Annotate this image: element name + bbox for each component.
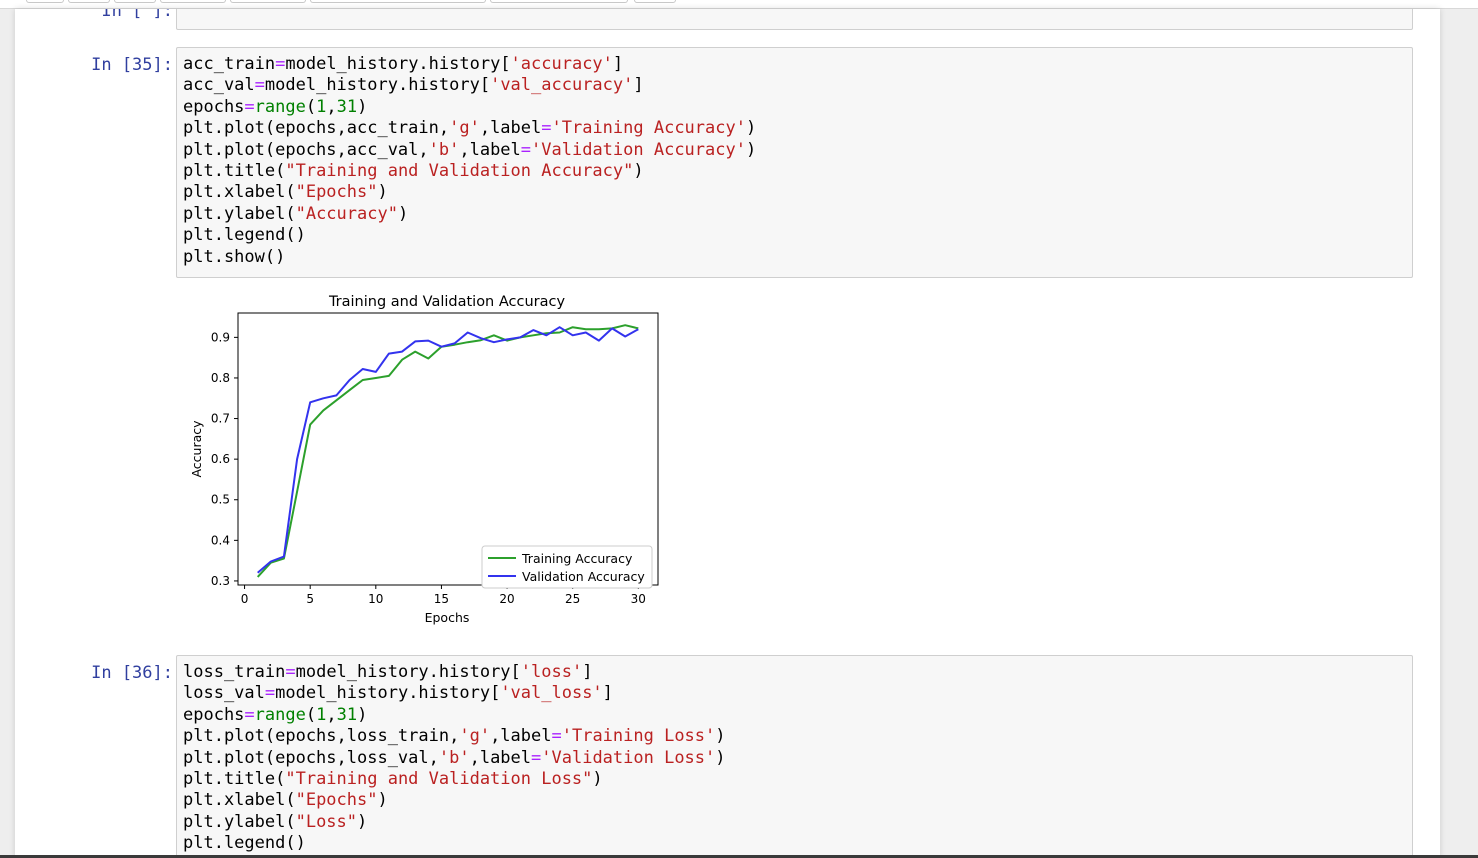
y-axis-label: Accuracy <box>189 420 204 478</box>
accuracy-chart: Training and Validation Accuracy 0 5 10 15 2… <box>189 294 659 625</box>
plot-area <box>237 312 659 586</box>
code-line: plt.show() <box>183 246 286 267</box>
series-lines <box>256 324 639 578</box>
window-bottom-edge <box>0 855 1478 858</box>
legend-box <box>481 545 653 589</box>
y-tick-label: 0.3 <box>211 574 230 588</box>
notebook-container: In [ ]: In [35]: acc_train=model_history… <box>15 9 1440 858</box>
x-tick-label: 15 <box>434 592 449 606</box>
toolbar-button[interactable] <box>26 0 64 3</box>
toolbar-button[interactable] <box>114 0 156 3</box>
cell-type-select[interactable] <box>490 0 628 3</box>
code-line: plt.plot(epochs,acc_val,'b',label='Valid… <box>183 139 757 160</box>
notebook-toolbar <box>0 0 1478 9</box>
code-line: plt.ylabel("Loss") <box>183 811 368 832</box>
y-tick-label: 0.7 <box>211 412 230 426</box>
code-line: plt.xlabel("Epochs") <box>183 182 388 203</box>
code-line: plt.legend() <box>183 833 306 854</box>
code-cell-35-input[interactable]: acc_train=model_history.history['accurac… <box>176 47 1413 278</box>
cell-prompt: In [ ]: <box>101 9 173 21</box>
y-tick-label: 0.4 <box>211 533 230 547</box>
code-cell-36-input[interactable]: loss_train=model_history.history['loss']… <box>176 655 1413 858</box>
code-line: acc_val=model_history.history['val_accur… <box>183 75 644 96</box>
code-line: loss_val=model_history.history['val_loss… <box>183 683 613 704</box>
x-tick-label: 25 <box>565 592 580 606</box>
code-line: plt.plot(epochs,loss_train,'g',label='Tr… <box>183 726 726 747</box>
y-tick-label: 0.9 <box>211 330 230 344</box>
legend-label-validation: Validation Accuracy <box>522 569 645 584</box>
code-line: plt.plot(epochs,loss_val,'b',label='Vali… <box>183 747 726 768</box>
command-palette-button[interactable] <box>634 0 676 3</box>
cell-prompt: In [35]: <box>91 55 173 75</box>
code-line: plt.plot(epochs,acc_train,'g',label='Tra… <box>183 118 757 139</box>
toolbar-button[interactable] <box>160 0 226 3</box>
x-tick-label: 0 <box>241 592 249 606</box>
code-line: plt.xlabel("Epochs") <box>183 790 388 811</box>
toolbar-button[interactable] <box>68 0 110 3</box>
code-line: epochs=range(1,31) <box>183 96 368 117</box>
chart-title: Training and Validation Accuracy <box>328 294 566 310</box>
x-tick-label: 10 <box>368 592 383 606</box>
empty-code-cell[interactable] <box>176 9 1413 30</box>
validation-accuracy-line <box>257 326 639 574</box>
x-tick-label: 20 <box>499 592 514 606</box>
code-line: loss_train=model_history.history['loss'] <box>183 662 593 682</box>
y-tick-label: 0.5 <box>211 493 230 507</box>
code-line: plt.ylabel("Accuracy") <box>183 203 409 224</box>
toolbar-button[interactable] <box>310 0 486 3</box>
toolbar-button[interactable] <box>230 0 306 3</box>
x-tick-label: 30 <box>631 592 646 606</box>
legend-label-training: Training Accuracy <box>521 551 633 566</box>
x-axis-label: Epochs <box>425 610 470 625</box>
code-line: plt.legend() <box>183 225 306 246</box>
x-tick-label: 5 <box>306 592 314 606</box>
x-axis: 0 5 10 15 20 25 30 <box>241 585 646 606</box>
y-axis: 0.3 0.4 0.5 0.6 0.7 0.8 0.9 <box>211 330 238 588</box>
code-line: plt.title("Training and Validation Accur… <box>183 160 644 181</box>
code-line: plt.title("Training and Validation Loss"… <box>183 768 603 789</box>
code-line: acc_train=model_history.history['accurac… <box>183 54 624 74</box>
y-tick-label: 0.8 <box>211 371 230 385</box>
code-line: epochs=range(1,31) <box>183 704 368 725</box>
cell-prompt: In [36]: <box>91 663 173 683</box>
chart-legend: Training Accuracy Validation Accuracy <box>481 545 653 589</box>
y-tick-label: 0.6 <box>211 452 230 466</box>
